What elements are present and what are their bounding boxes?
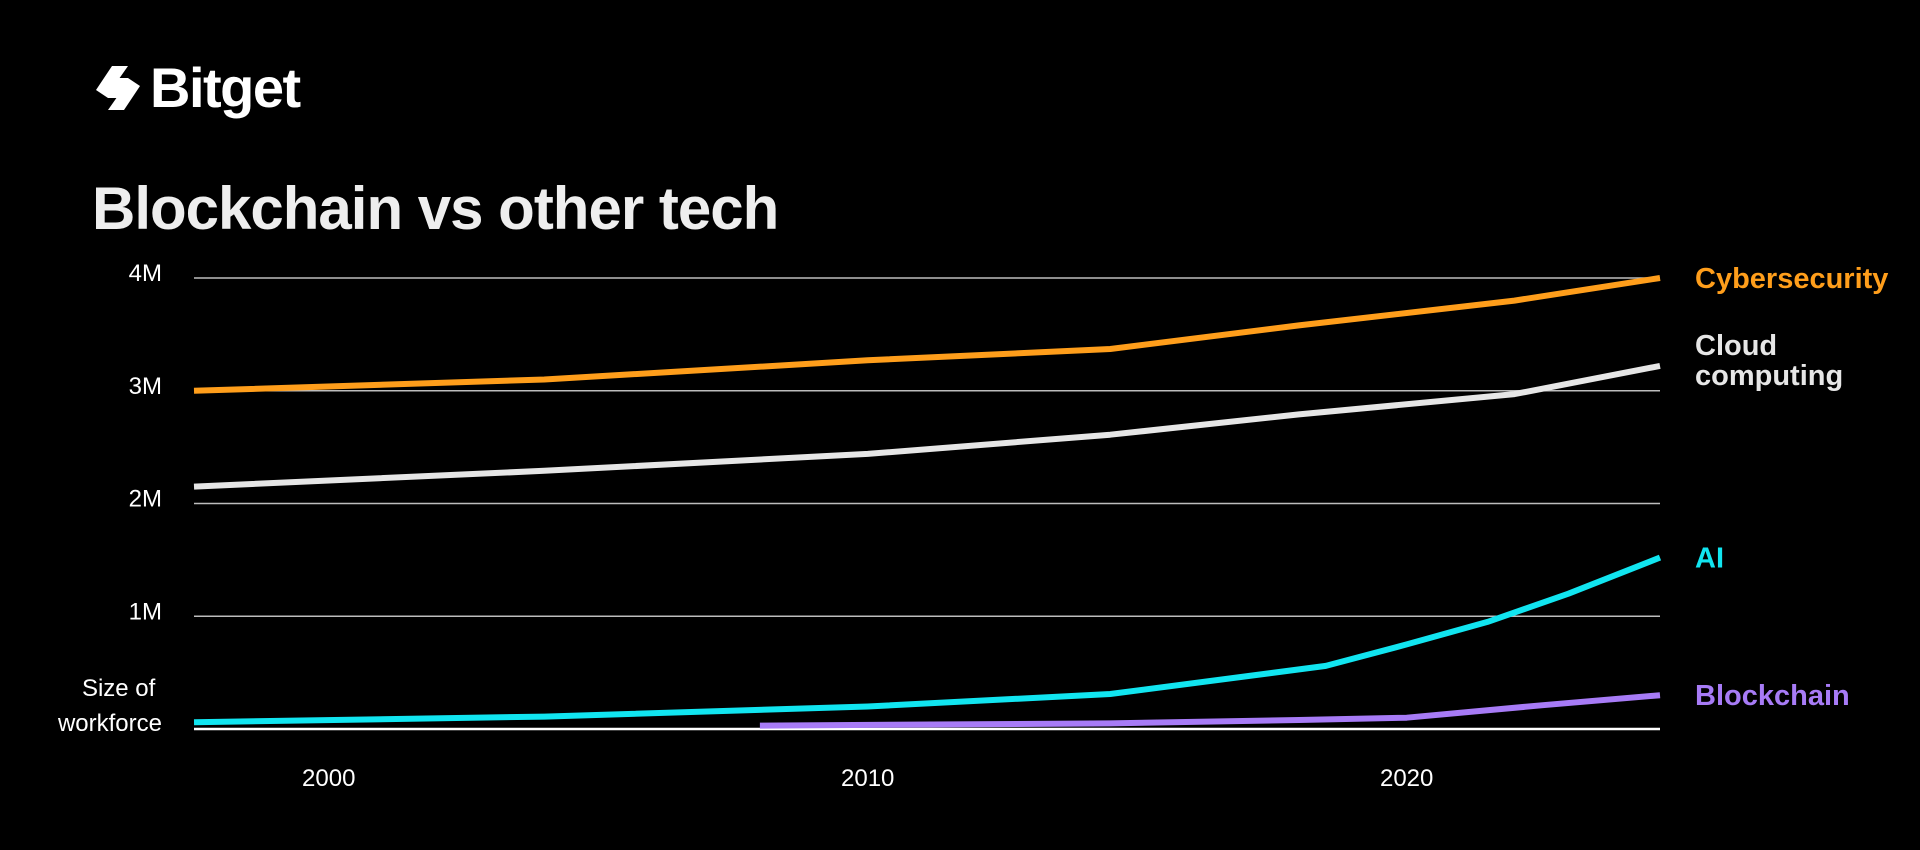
x-tick-label: 2000 [302,765,355,792]
series-lines [193,275,1662,729]
x-tick-label: 2020 [1380,765,1433,792]
y-tick-label: 2M [129,486,162,513]
brand-name: Bitget [150,56,301,119]
series-label-cybersecurity: Cybersecurity [1695,263,1888,295]
series-line-cybersecurity [193,275,1661,394]
y-axis-label: Size of workforce [57,675,162,737]
chart-title: Blockchain vs other tech [92,175,779,242]
y-tick-label: 3M [129,373,162,400]
series-labels: Cybersecurity Cloud computing AI Blockchain [1695,263,1888,712]
series-label-cloud-computing: Cloud computing [1695,330,1843,392]
tick-labels: 1M 2M 3M 4M 2000 2010 2020 [129,260,1434,792]
y-tick-label: 1M [129,598,162,625]
series-label-ai: AI [1695,543,1724,575]
brand-logo: Bitget [92,56,301,119]
gridlines [194,277,1660,617]
series-line-cloud-computing [193,362,1661,490]
bitget-logo-icon [96,66,140,110]
x-tick-label: 2010 [841,765,894,792]
y-tick-label: 4M [129,260,162,287]
series-label-blockchain: Blockchain [1695,680,1850,712]
series-line-blockchain [759,692,1661,729]
series-line-ai [193,554,1662,726]
